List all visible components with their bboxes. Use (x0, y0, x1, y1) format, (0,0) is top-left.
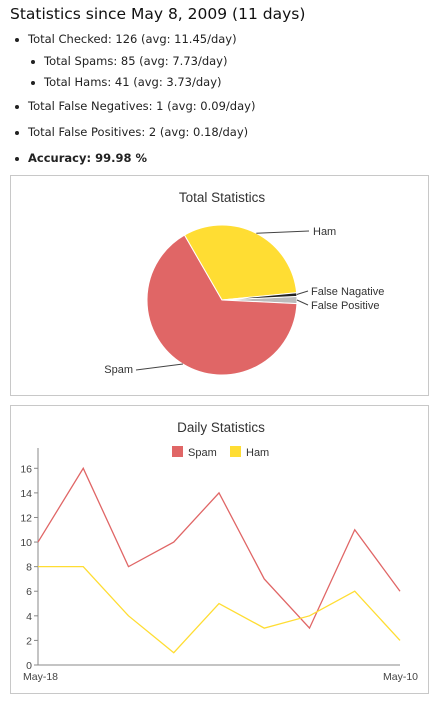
line-title: Daily Statistics (177, 420, 265, 435)
y-tick-label: 8 (26, 562, 32, 574)
pie-label-false-nagative: False Nagative (311, 286, 384, 298)
legend-label-ham: Ham (246, 447, 269, 459)
pie-leader-false-positive (296, 299, 309, 306)
y-tick-label: 0 (26, 660, 32, 672)
stat-total-hams: Total Hams: 41 (avg: 3.73/day) (31, 75, 222, 89)
pie-slice-ham (183, 224, 298, 301)
pie-label-ham: Ham (313, 226, 336, 238)
stat-total-checked: Total Checked: 126 (avg: 11.45/day) (15, 32, 237, 46)
stat-false-positives: Total False Positives: 2 (avg: 0.18/day) (14, 125, 249, 139)
series-line-spam (37, 466, 401, 630)
pie-title: Total Statistics (179, 190, 266, 205)
page-title: Statistics since May 8, 2009 (11 days) (10, 5, 306, 23)
y-tick-label: 14 (20, 488, 32, 500)
pie-leader-spam (135, 363, 183, 371)
total-statistics-chart: Total Statistics Ham False Nagative False … (104, 190, 384, 376)
daily-statistics-panel: Daily Statistics Spam Ham 0 2 4 6 8 10 12 14 16 Ma… (10, 405, 429, 694)
pie-leader-ham (256, 230, 310, 234)
stat-total-spams: Total Spams: 85 (avg: 7.73/day) (30, 54, 228, 68)
legend-label-spam: Spam (188, 447, 217, 459)
stat-accuracy: Accuracy: 99.98 % (15, 151, 147, 165)
pie-label-spam: Spam (104, 364, 133, 376)
y-tick-label: 12 (20, 512, 32, 524)
total-statistics-panel: Total Statistics Ham False Nagative False … (10, 175, 429, 396)
pie-slice-false-nagative (221, 292, 298, 301)
x-tick-label-last: May-10 (383, 671, 418, 683)
y-tick-label: 10 (20, 537, 32, 549)
y-tick-label: 6 (26, 586, 32, 598)
y-tick-label: 2 (26, 635, 32, 647)
stat-false-negatives: Total False Negatives: 1 (avg: 0.09/day) (14, 99, 256, 113)
daily-statistics-chart: Daily Statistics Spam Ham 0 2 4 6 8 10 12 14 16 Ma… (20, 420, 418, 683)
legend-swatch-spam (172, 446, 183, 457)
series-line-ham (38, 565, 401, 654)
pie-leader-false-nagative (296, 290, 309, 296)
legend-swatch-ham (230, 446, 241, 457)
x-tick-label-first: May-18 (23, 671, 58, 683)
pie-label-false-positive: False Positive (311, 300, 379, 312)
y-tick-label: 16 (20, 463, 32, 475)
y-tick-label: 4 (26, 611, 32, 623)
